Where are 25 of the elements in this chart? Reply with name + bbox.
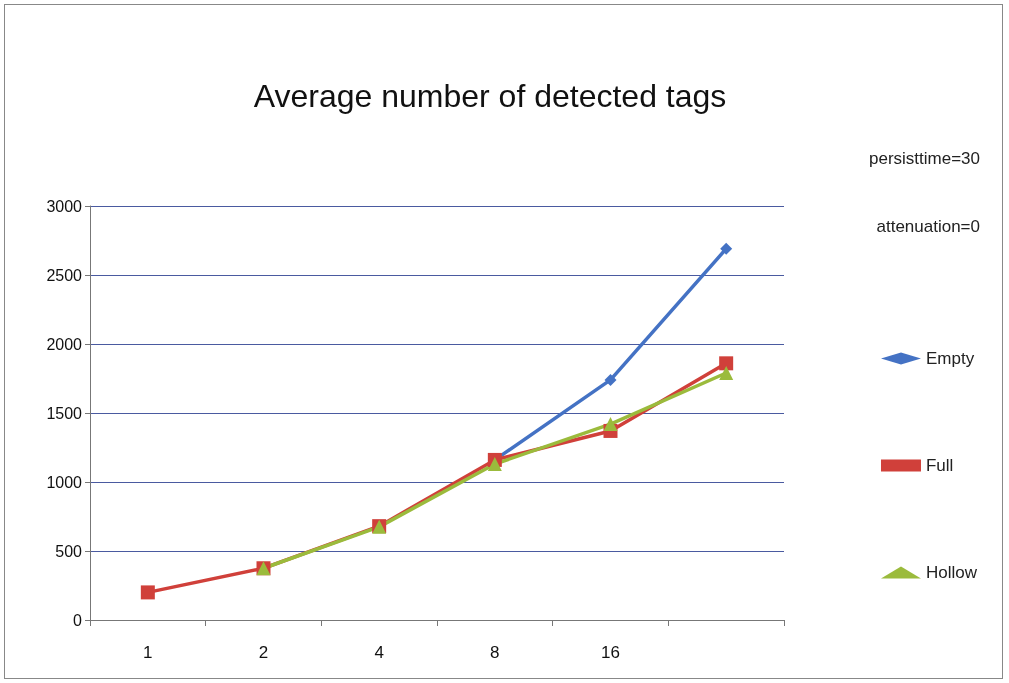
point: [604, 373, 617, 386]
y-tick-label: 1500: [46, 404, 83, 422]
x-tick-label: 8: [490, 643, 500, 662]
point: [140, 585, 155, 600]
point: [603, 417, 618, 432]
point: [487, 457, 502, 472]
y-tick-label: 0: [73, 611, 83, 629]
legend-label: Hollow: [925, 563, 978, 582]
point: [720, 242, 733, 255]
y-tick-label: 2000: [46, 335, 83, 353]
text: persisttime=30: [868, 149, 981, 168]
point: [719, 365, 734, 380]
x-tick-label: 1: [143, 643, 153, 662]
y-tick-label: 3000: [46, 197, 83, 215]
x-tick-label: 4: [374, 643, 384, 662]
legend-label: Full: [925, 456, 954, 475]
x-tick-label: 16: [601, 643, 620, 662]
legend-label: Empty: [925, 349, 975, 368]
chart-title: Average number of detected tags: [253, 78, 727, 114]
y-tick-label: 2500: [46, 266, 83, 284]
y-tick-label: 500: [55, 542, 83, 560]
point: [719, 356, 734, 371]
x-tick-label: 2: [258, 643, 269, 662]
y-tick-label: 1000: [46, 473, 83, 491]
text: attenuation=0: [876, 217, 980, 236]
